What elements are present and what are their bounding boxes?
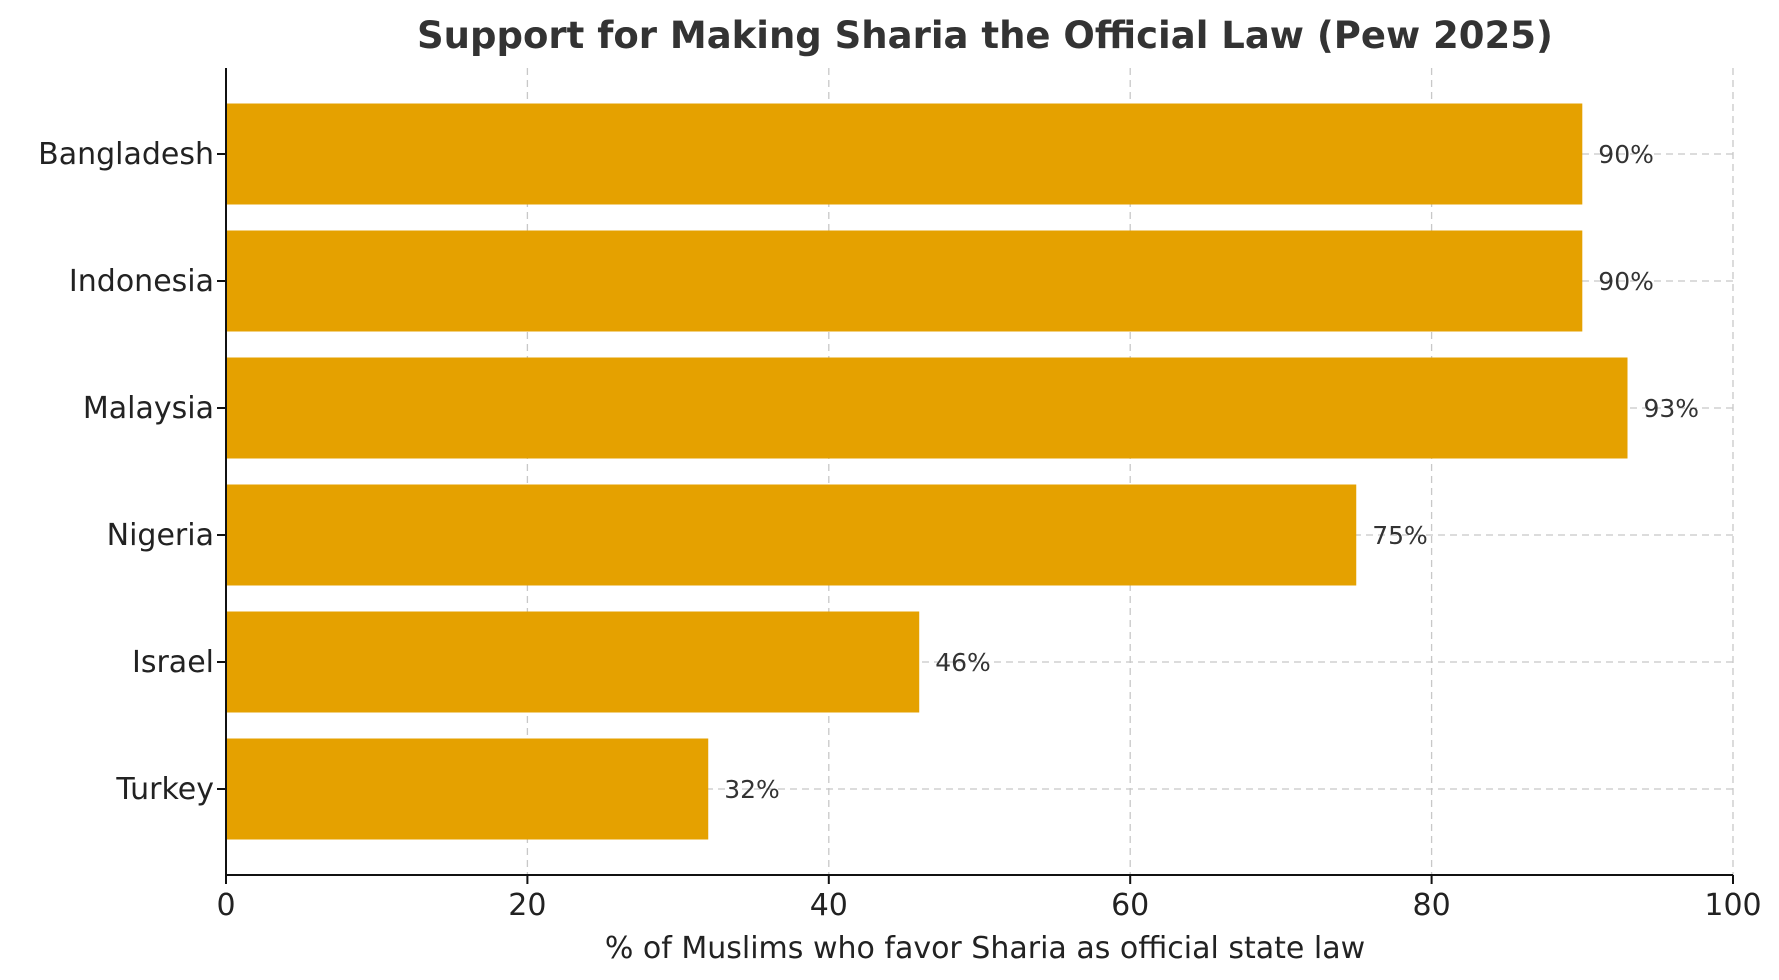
y-tick-label: Malaysia — [83, 391, 214, 426]
x-axis-label: % of Muslims who favor Sharia as officia… — [605, 931, 1365, 966]
bar — [226, 357, 1628, 459]
y-tick-label: Nigeria — [107, 518, 214, 553]
data-label: 32% — [724, 775, 780, 804]
y-tick-label: Bangladesh — [38, 137, 214, 172]
y-tick-label: Indonesia — [69, 264, 214, 299]
data-label: 90% — [1598, 267, 1654, 296]
bar — [226, 230, 1583, 332]
bar — [226, 103, 1583, 205]
data-label: 75% — [1372, 521, 1428, 550]
bar — [226, 611, 920, 713]
x-tick-label: 100 — [1704, 888, 1761, 923]
bars-layer: 90% 90% 93% 75% 46% 32% — [226, 103, 1700, 840]
x-tick-label: 40 — [810, 888, 848, 923]
bar — [226, 484, 1357, 586]
bar — [226, 738, 709, 840]
data-label: 90% — [1598, 140, 1654, 169]
y-tick-label: Turkey — [115, 772, 214, 807]
data-label: 93% — [1644, 394, 1700, 423]
x-tick-label: 20 — [508, 888, 546, 923]
x-tick-label: 60 — [1111, 888, 1149, 923]
data-label: 46% — [935, 648, 991, 677]
chart-title: Support for Making Sharia the Official L… — [417, 14, 1553, 57]
x-tick-label: 80 — [1413, 888, 1451, 923]
axes-layer: 0 20 40 60 80 100 Bangladesh Indonesia Malaysia N… — [38, 68, 1762, 923]
y-tick-label: Israel — [132, 645, 214, 680]
x-tick-label: 0 — [216, 888, 235, 923]
